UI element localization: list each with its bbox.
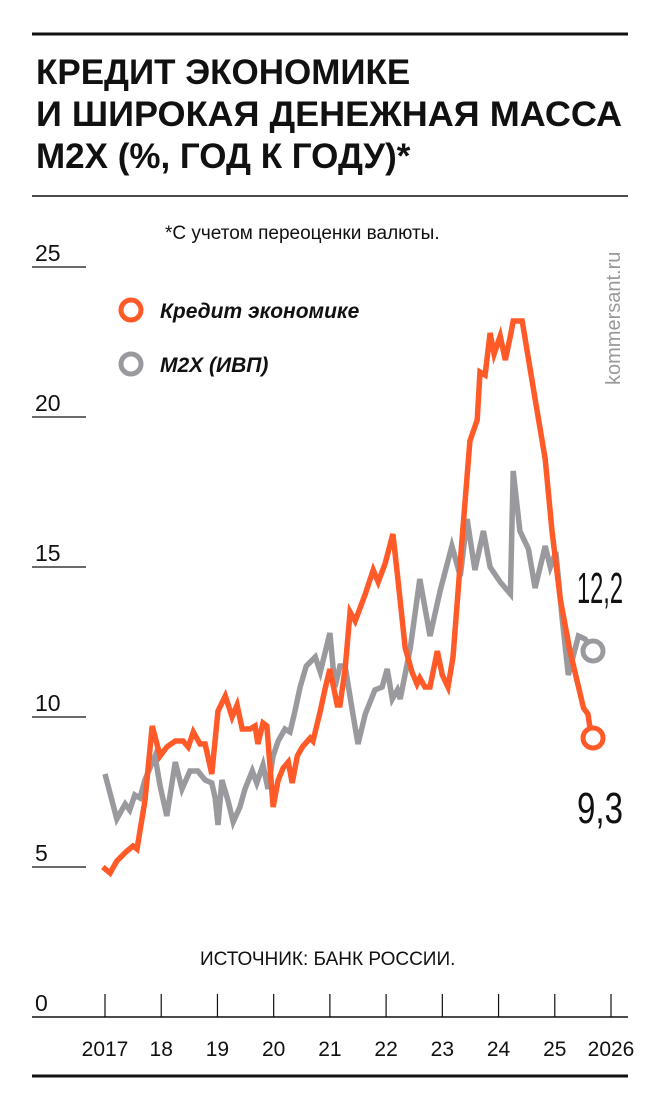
y-tick-label: 25	[35, 240, 61, 266]
legend-marker-credit	[118, 297, 144, 323]
end-marker-credit	[580, 725, 606, 751]
end-label-credit: 9,3	[577, 784, 623, 833]
series-line-m2x	[102, 470, 596, 831]
y-tick-label: 5	[35, 840, 48, 866]
x-tick-label: 22	[374, 1038, 397, 1061]
source-note: ИСТОЧНИК: БАНК РОССИИ.	[200, 949, 455, 970]
x-tick-label: 21	[318, 1038, 341, 1061]
x-tick-label: 25	[543, 1038, 566, 1061]
x-tick-label: 18	[150, 1038, 173, 1061]
series-line-credit	[101, 318, 596, 878]
legend-marker-m2x	[118, 351, 144, 377]
end-marker-m2x	[580, 638, 606, 664]
end-label-m2x: 12,2	[577, 564, 623, 613]
legend-label-credit: Кредит экономике	[160, 300, 360, 323]
x-tick-label: 2017	[82, 1038, 129, 1061]
x-tick-label: 24	[487, 1038, 511, 1061]
x-tick-label: 23	[431, 1038, 454, 1061]
y-tick-label: 20	[35, 390, 61, 416]
chart-title-line-3: М2Х (%, ГОД К ГОДУ)*	[36, 137, 411, 176]
x-axis: 2017 18 19 20 21 22 23 24 25 2026	[82, 994, 635, 1061]
brand-watermark: kommersant.ru	[603, 252, 625, 385]
y-tick-label: 10	[35, 690, 61, 716]
chart-title-line-1: КРЕДИТ ЭКОНОМИКЕ	[36, 53, 410, 92]
series-layer: 12,2 9,3	[101, 318, 623, 878]
chart-note: *С учетом переоценки валюты.	[165, 223, 440, 244]
x-tick-label: 2026	[588, 1038, 635, 1061]
chart-title-line-2: И ШИРОКАЯ ДЕНЕЖНАЯ МАССА	[36, 95, 622, 134]
x-tick-label: 20	[262, 1038, 285, 1061]
y-tick-label: 15	[35, 540, 61, 566]
legend: Кредит экономике М2Х (ИВП)	[118, 297, 360, 377]
y-tick-label: 0	[35, 990, 48, 1016]
legend-label-m2x: М2Х (ИВП)	[160, 354, 268, 377]
x-tick-label: 19	[206, 1038, 229, 1061]
y-axis: 0 5 10 15 20 25	[32, 240, 628, 1018]
